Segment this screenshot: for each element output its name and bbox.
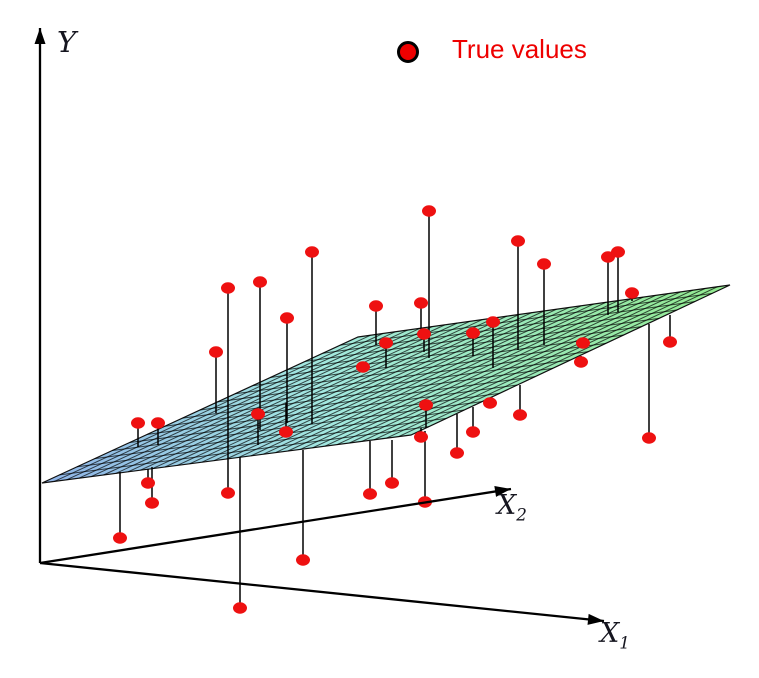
data-point: [221, 487, 235, 499]
legend: True values: [397, 34, 587, 65]
data-point: [356, 361, 370, 373]
data-point: [574, 356, 588, 368]
y-axis-arrowhead-icon: [34, 28, 46, 44]
data-point: [513, 409, 527, 421]
data-point: [209, 346, 223, 358]
x2-axis-label-subscript: 2: [516, 504, 527, 525]
data-point: [422, 205, 436, 217]
data-point: [511, 235, 525, 247]
data-point: [417, 328, 431, 340]
data-point: [537, 258, 551, 270]
data-point: [131, 417, 145, 429]
x2-axis-label: X2: [497, 492, 527, 523]
x1-axis-label-main: X: [600, 618, 620, 649]
data-point: [113, 532, 127, 544]
data-point: [414, 431, 428, 443]
x2-axis-arrowhead-icon: [494, 486, 511, 497]
data-point: [279, 426, 293, 438]
data-points: [113, 205, 677, 614]
x1-axis-arrowhead-icon: [587, 613, 604, 625]
data-point: [385, 477, 399, 489]
regression-plane: [41, 284, 731, 484]
data-point: [369, 300, 383, 312]
y-axis: [34, 28, 46, 563]
y-axis-label: Y: [57, 25, 77, 59]
data-point: [466, 426, 480, 438]
data-point: [280, 312, 294, 324]
x2-axis-label-main: X: [497, 490, 517, 521]
data-point: [141, 477, 155, 489]
data-point: [663, 336, 677, 348]
data-point: [466, 327, 480, 339]
x2-axis: [39, 486, 512, 565]
data-point: [642, 432, 656, 444]
data-point: [363, 488, 377, 500]
data-point: [601, 251, 615, 263]
data-point: [233, 602, 247, 614]
data-point: [145, 497, 159, 509]
data-point: [486, 316, 500, 328]
data-point: [379, 337, 393, 349]
legend-label: True values: [452, 34, 587, 64]
axes: [34, 28, 605, 625]
data-point: [305, 246, 319, 258]
data-point: [151, 417, 165, 429]
data-point: [483, 397, 497, 409]
data-point: [414, 297, 428, 309]
data-point: [251, 408, 265, 420]
x1-axis-label-subscript: 1: [619, 632, 630, 653]
data-point: [253, 276, 267, 288]
x1-axis-label: X1: [600, 620, 630, 651]
data-point: [419, 399, 433, 411]
data-point: [221, 282, 235, 294]
data-point: [611, 246, 625, 258]
x1-axis: [39, 561, 605, 625]
data-point: [576, 337, 590, 349]
data-point: [625, 287, 639, 299]
data-point: [296, 554, 310, 566]
data-point: [450, 447, 464, 459]
legend-marker-icon: [397, 41, 419, 63]
